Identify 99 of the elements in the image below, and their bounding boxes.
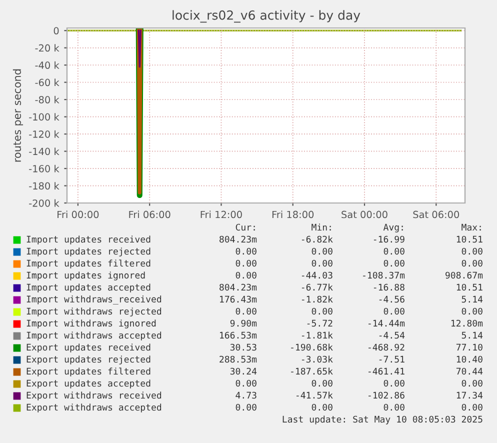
text: 10.51 bbox=[456, 236, 482, 243]
text: 70.44 bbox=[456, 368, 483, 375]
text: -6.77k bbox=[302, 284, 333, 291]
text: 0.00 bbox=[384, 380, 404, 387]
legend-label: Export updates accepted bbox=[26, 380, 150, 388]
text: Max: bbox=[462, 224, 481, 231]
legend-label: Export withdraws accepted bbox=[26, 404, 162, 412]
y-tick-label: -100 k bbox=[29, 113, 60, 121]
text: 10.51 bbox=[456, 284, 482, 291]
legend-label: Export updates received bbox=[26, 344, 150, 352]
text: 0.00 bbox=[462, 380, 482, 387]
legend-label: Export updates filtered bbox=[26, 368, 150, 376]
y-tick-label: -120 k bbox=[29, 130, 60, 138]
text: 0.00 bbox=[462, 260, 482, 267]
legend-label: Import updates filtered bbox=[26, 260, 150, 268]
text: 12.80m bbox=[451, 320, 483, 327]
text: 30.53 bbox=[230, 344, 256, 351]
text: 0.00 bbox=[236, 380, 256, 387]
text: -187.65k bbox=[291, 368, 333, 375]
text: 0.00 bbox=[312, 308, 332, 315]
text: 908.67m bbox=[446, 272, 483, 279]
text: 0.00 bbox=[236, 308, 256, 315]
text: -41.57k bbox=[296, 392, 333, 399]
text: -190.68k bbox=[291, 344, 333, 351]
y-tick-label: -40 k bbox=[35, 61, 60, 69]
text: Last update: Sat May 10 08:05:03 2025 bbox=[282, 416, 482, 424]
text: Min: bbox=[312, 224, 331, 231]
y-tick-label: -180 k bbox=[29, 182, 60, 190]
text: 0.00 bbox=[384, 308, 404, 315]
text: -1.81k bbox=[302, 332, 333, 339]
y-tick-label: -80 k bbox=[35, 96, 60, 104]
text: 288.53m bbox=[220, 356, 257, 363]
text: -14.44m bbox=[368, 320, 405, 327]
text: -16.88 bbox=[374, 284, 404, 291]
y-tick-label: -60 k bbox=[35, 78, 60, 86]
text: 17.34 bbox=[456, 392, 483, 399]
text: 166.53m bbox=[220, 332, 257, 339]
x-tick-label: Sat 00:00 bbox=[342, 210, 388, 218]
text: 0.00 bbox=[384, 248, 404, 255]
text: 0.00 bbox=[236, 260, 256, 267]
text: -5.72 bbox=[307, 320, 332, 327]
text: 804.23m bbox=[220, 236, 257, 243]
legend-label: Import withdraws accepted bbox=[26, 332, 162, 340]
text: -461.41 bbox=[368, 368, 404, 375]
x-tick-label: Fri 00:00 bbox=[58, 210, 99, 218]
legend-label: Export updates rejected bbox=[26, 356, 150, 364]
text: 0.00 bbox=[462, 248, 482, 255]
legend-label: Import updates accepted bbox=[26, 284, 150, 292]
text: 0.00 bbox=[384, 260, 404, 267]
text: -16.99 bbox=[374, 236, 404, 243]
legend-label: Import withdraws rejected bbox=[26, 308, 162, 316]
legend-label: Import withdraws ignored bbox=[26, 320, 156, 328]
text: 5.14 bbox=[462, 332, 483, 339]
text: -6.82k bbox=[302, 236, 333, 243]
text: 0.00 bbox=[236, 404, 256, 411]
text: Avg: bbox=[383, 224, 403, 232]
x-tick-label: Fri 12:00 bbox=[200, 210, 242, 218]
text: -3.03k bbox=[302, 356, 333, 363]
y-axis-title: routes per second bbox=[12, 69, 24, 162]
text: 0.00 bbox=[312, 260, 332, 267]
text: 0.00 bbox=[312, 248, 332, 255]
text: 77.10 bbox=[456, 344, 482, 351]
x-tick-label: Fri 06:00 bbox=[129, 210, 170, 218]
text: 0.00 bbox=[236, 272, 256, 279]
text: -7.51 bbox=[379, 356, 404, 363]
legend-label: Import updates ignored bbox=[26, 272, 145, 280]
text: 0.00 bbox=[236, 248, 256, 255]
text: 0.00 bbox=[312, 404, 332, 411]
text: 176.43m bbox=[220, 296, 257, 303]
text: -4.56 bbox=[379, 296, 404, 303]
legend-label: Export withdraws received bbox=[26, 392, 162, 400]
text: 30.24 bbox=[230, 368, 257, 375]
y-tick-label: -140 k bbox=[29, 148, 60, 156]
x-tick-label: Fri 18:00 bbox=[272, 210, 314, 218]
text: 9.90m bbox=[230, 320, 257, 327]
text: -4.54 bbox=[379, 332, 405, 339]
text: -1.82k bbox=[302, 296, 333, 303]
text: 5.14 bbox=[462, 296, 483, 303]
legend-label: Import updates received bbox=[26, 236, 150, 244]
y-tick-label: 0 bbox=[54, 27, 59, 34]
chart-title: locix_rs02_v6 activity - by day bbox=[172, 10, 360, 23]
legend-label: Import updates rejected bbox=[26, 248, 150, 256]
text: -108.37m bbox=[363, 272, 405, 279]
text: 0.00 bbox=[462, 404, 482, 411]
text: 0.00 bbox=[384, 404, 404, 411]
y-tick-label: -200 k bbox=[29, 199, 60, 207]
legend-label: Import withdraws_received bbox=[26, 296, 162, 304]
text: 0.00 bbox=[312, 380, 332, 387]
text: 0.00 bbox=[462, 308, 482, 315]
text: 804.23m bbox=[220, 284, 257, 291]
x-tick-label: Sat 06:00 bbox=[413, 210, 460, 218]
text: -468.92 bbox=[368, 344, 404, 351]
text: -44.03 bbox=[302, 272, 332, 279]
text: 4.73 bbox=[236, 392, 256, 399]
text: 10.40 bbox=[456, 356, 482, 363]
y-tick-label: -160 k bbox=[29, 164, 60, 172]
text: Cur: bbox=[236, 224, 255, 231]
y-tick-label: -20 k bbox=[35, 44, 60, 52]
text: -102.86 bbox=[368, 392, 404, 399]
